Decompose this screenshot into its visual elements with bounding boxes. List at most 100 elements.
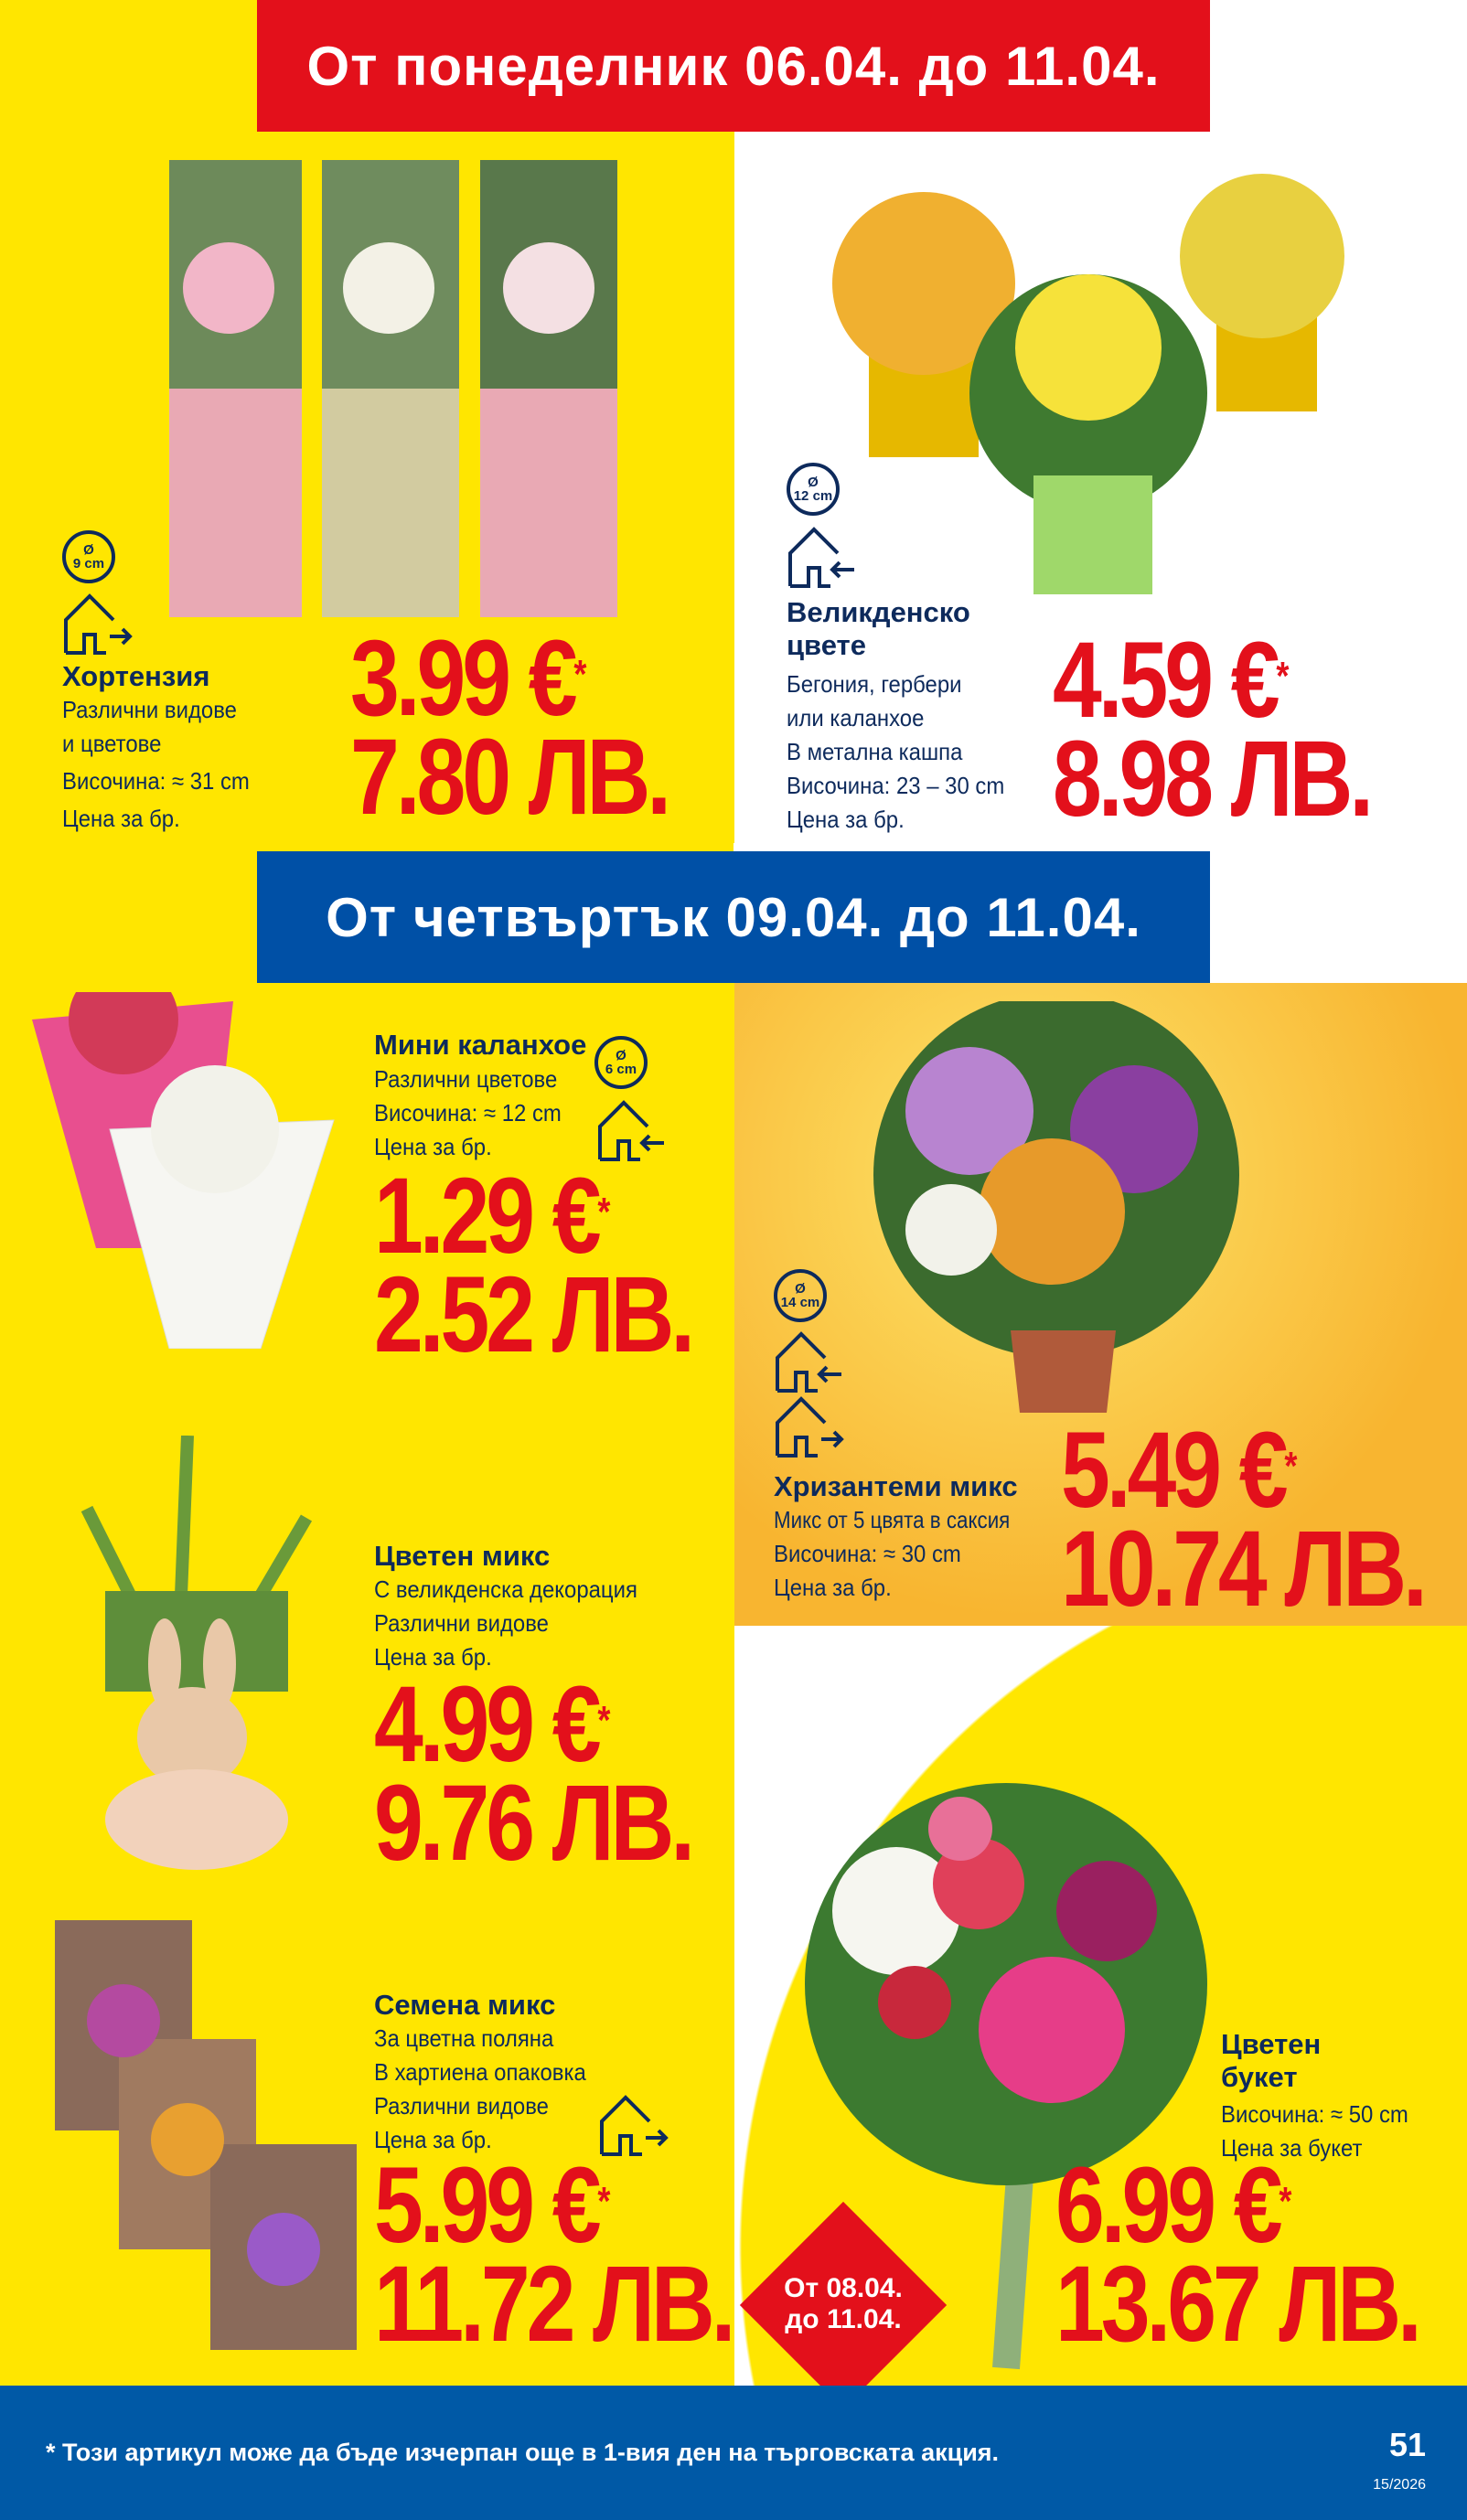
hydrangea-image	[169, 160, 617, 617]
price-eur-value: 1.29 €	[374, 1156, 602, 1276]
asterisk: *	[1284, 1444, 1298, 1489]
detail-line: Различни цветове	[374, 1065, 558, 1093]
seed-mix-image	[55, 1920, 357, 2350]
detail-line: Височина: ≈ 50 cm	[1221, 2100, 1408, 2128]
detail-line: С великденска декорация	[374, 1575, 637, 1603]
price-eur-value: 4.99 €	[374, 1664, 602, 1785]
footer-note: * Този артикул може да бъде изчерпан още…	[46, 2439, 1000, 2466]
detail-line: Различни видове	[374, 2092, 549, 2120]
outdoor-house-icon	[776, 1396, 844, 1458]
indoor-house-icon	[776, 1331, 841, 1393]
price-eur-value: 5.99 €	[374, 2145, 602, 2266]
footer: * Този артикул може да бъде изчерпан още…	[0, 2386, 1467, 2520]
outdoor-house-icon	[64, 593, 133, 655]
price-eur: 5.99 €*	[374, 2152, 611, 2259]
product-name: Цветен букет	[1221, 2028, 1322, 2093]
asterisk: *	[1276, 654, 1290, 699]
mini-kalanchoe-image	[32, 992, 335, 1349]
badge-line: до 11.04.	[785, 2304, 902, 2334]
detail-line: Цена за бр.	[774, 1574, 892, 1601]
asterisk: *	[573, 652, 587, 697]
pot-diameter-icon: Ø 12 cm	[787, 463, 840, 516]
detail-line: Цена за букет	[1221, 2134, 1363, 2162]
badge-line: От 08.04.	[784, 2273, 903, 2303]
asterisk: *	[1279, 2179, 1292, 2224]
date-badge-text: От 08.04. до 11.04.	[770, 2273, 916, 2335]
product-details: За цветна поляна В хартиена опаковка Раз…	[374, 2022, 605, 2157]
price-bgn: 11.72 ЛВ.	[374, 2244, 736, 2365]
diameter-value: 14 cm	[780, 1295, 820, 1310]
diameter-symbol: Ø	[795, 1281, 806, 1297]
diameter-value: 6 cm	[605, 1062, 637, 1077]
product-name: Хортензия	[62, 660, 210, 692]
detail-line: или каланхое	[787, 704, 925, 731]
detail-line: и цветове	[62, 730, 162, 757]
price-eur-value: 4.59 €	[1053, 620, 1280, 741]
price-eur-value: 3.99 €	[350, 618, 578, 739]
product-name: Хризантеми микс	[774, 1470, 1018, 1502]
product-details: Бегония, гербери или каланхое В метална …	[787, 667, 1023, 837]
indoor-house-icon	[598, 1100, 664, 1161]
detail-line: Цена за бр.	[374, 2126, 492, 2153]
price-eur: 3.99 €*	[350, 625, 587, 732]
diameter-symbol: Ø	[616, 1048, 626, 1063]
product-name: Великденско цвете	[787, 596, 970, 661]
detail-line: Височина: ≈ 12 cm	[374, 1099, 562, 1127]
indoor-house-icon	[788, 527, 854, 588]
price-eur: 4.59 €*	[1053, 626, 1290, 734]
price-eur: 5.49 €*	[1061, 1416, 1298, 1524]
price-bgn: 10.74 ЛВ.	[1061, 1509, 1428, 1629]
detail-line: Цена за бр.	[374, 1133, 492, 1160]
week-number: 15/2026	[1373, 2477, 1426, 2493]
price-bgn: 9.76 ЛВ.	[374, 1763, 695, 1884]
flower-bouquet-image	[805, 1783, 1207, 2370]
price-bgn: 2.52 ЛВ.	[374, 1255, 695, 1375]
price-eur: 4.99 €*	[374, 1671, 611, 1778]
outdoor-house-icon	[600, 2095, 669, 2156]
detail-line: Цена за бр.	[62, 805, 180, 832]
detail-line: Височина: ≈ 31 cm	[62, 767, 250, 795]
diameter-symbol: Ø	[83, 542, 94, 558]
product-name: Цветен микс	[374, 1540, 551, 1572]
price-eur: 6.99 €*	[1055, 2152, 1292, 2259]
detail-line: Цена за бр.	[787, 806, 905, 833]
price-bgn: 8.98 ЛВ.	[1053, 719, 1374, 839]
pot-diameter-icon: Ø 14 cm	[774, 1269, 827, 1322]
asterisk: *	[597, 1698, 611, 1743]
date-banner-middle: От четвъртък 09.04. до 11.04.	[257, 851, 1210, 983]
product-name: Семена микс	[374, 1989, 556, 2021]
detail-line: В хартиена опаковка	[374, 2058, 586, 2086]
detail-line: Различни видове	[374, 1609, 549, 1637]
product-details: Различни видове и цветове Височина: ≈ 31…	[62, 693, 266, 836]
product-details: Различни цветове Височина: ≈ 12 cm Цена …	[374, 1062, 578, 1164]
easter-flower-image	[832, 174, 1344, 594]
product-name: Мини каланхое	[374, 1029, 587, 1061]
product-details: Микс от 5 цвята в саксия Височина: ≈ 30 …	[774, 1503, 1048, 1605]
detail-line: Микс от 5 цвята в саксия	[774, 1506, 1011, 1533]
product-details: С великденска декорация Различни видове …	[374, 1573, 660, 1674]
detail-line: Различни видове	[62, 696, 237, 723]
asterisk: *	[597, 2179, 611, 2224]
price-bgn: 7.80 ЛВ.	[350, 717, 671, 838]
diameter-value: 9 cm	[72, 556, 105, 571]
chrysanthemum-mix-image	[873, 1001, 1239, 1413]
detail-line: За цветна поляна	[374, 2024, 554, 2052]
price-eur-value: 5.49 €	[1061, 1410, 1289, 1531]
detail-line: Бегония, гербери	[787, 670, 962, 698]
price-eur: 1.29 €*	[374, 1162, 611, 1270]
price-bgn: 13.67 ЛВ.	[1055, 2244, 1422, 2365]
diameter-value: 12 cm	[793, 488, 833, 504]
detail-line: Височина: 23 – 30 cm	[787, 772, 1005, 799]
flower-mix-bunny-image	[80, 1436, 313, 1870]
date-banner-top: От понеделник 06.04. до 11.04.	[257, 0, 1210, 132]
product-details: Височина: ≈ 50 cm Цена за букет	[1221, 2098, 1425, 2165]
diameter-symbol: Ø	[808, 475, 819, 490]
page-number: 51	[1388, 2426, 1426, 2463]
price-eur-value: 6.99 €	[1055, 2145, 1283, 2266]
detail-line: Височина: ≈ 30 cm	[774, 1540, 961, 1567]
asterisk: *	[597, 1190, 611, 1234]
detail-line: В метална кашпа	[787, 738, 963, 765]
detail-line: Цена за бр.	[374, 1643, 492, 1671]
